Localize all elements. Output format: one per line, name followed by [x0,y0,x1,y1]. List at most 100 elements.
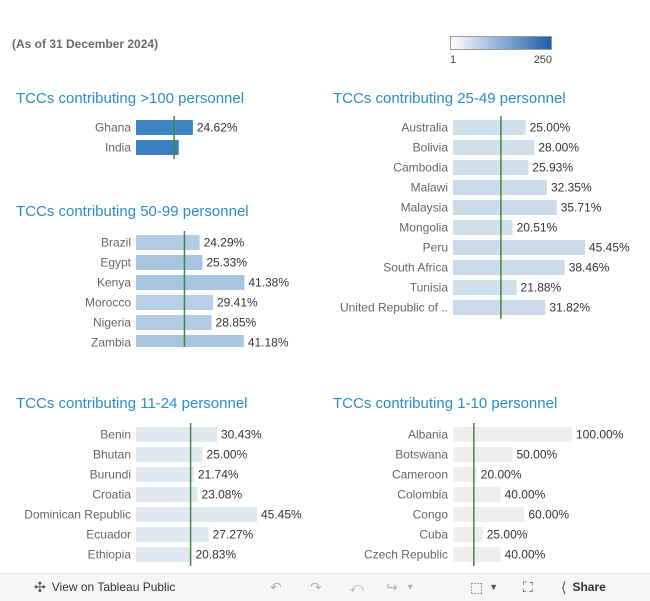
view-on-tableau-button[interactable]: ✣ View on Tableau Public [34,580,175,594]
panel-11-24: TCCs contributing 11-24 personnel Benin 3… [16,395,316,567]
undo-button[interactable]: ↶ [270,580,282,594]
value-label: 30.43% [221,428,262,442]
bar[interactable] [136,487,198,502]
category-label: Burundi [90,468,131,482]
tableau-logo-icon: ✣ [34,579,46,595]
fullscreen-button[interactable]: ⛶ [523,580,533,594]
forward-button[interactable]: ↪ ▼ [386,580,415,594]
value-label: 20.51% [517,221,558,235]
bar[interactable] [453,487,501,502]
category-label: Morocco [85,296,131,310]
value-label: 45.45% [589,241,630,255]
download-button[interactable]: ⬚ ▼ [470,580,498,594]
bar[interactable] [453,120,526,135]
panel-25-49: TCCs contributing 25-49 personnel Austra… [333,90,650,320]
bar[interactable] [136,335,244,347]
category-label: Cameroon [392,468,448,482]
category-label: Malaysia [401,201,449,215]
bar[interactable] [453,427,572,442]
bar[interactable] [453,547,501,562]
tableau-toolbar: ✣ View on Tableau Public ↶ ↷ ⤺ ↪ ▼ ⬚ ▼ ⛶… [0,573,650,601]
category-label: Ethiopia [88,548,132,562]
bar[interactable] [453,447,513,462]
value-label: 28.85% [216,316,257,330]
value-label: 25.00% [207,448,248,462]
redo-icon: ↷ [310,579,322,595]
bar[interactable] [136,527,209,542]
bar[interactable] [453,140,535,155]
bar[interactable] [136,255,203,270]
redo-button[interactable]: ↷ [310,580,322,594]
category-label: Kenya [97,276,131,290]
category-label: Croatia [92,488,131,502]
category-label: Brazil [101,236,131,250]
bar[interactable] [453,507,525,522]
category-label: Congo [413,508,449,522]
value-label: 31.82% [549,301,590,315]
bar[interactable] [136,507,257,522]
bar[interactable] [136,275,245,290]
bar[interactable] [453,200,557,215]
legend-max-label: 250 [533,54,552,66]
category-label: Bhutan [93,448,131,462]
value-label: 32.35% [551,181,592,195]
bar[interactable] [453,180,547,195]
value-label: 41.18% [248,336,289,348]
bar[interactable] [136,467,194,482]
panel-title: TCCs contributing 50-99 personnel [16,203,249,220]
category-label: Benin [100,428,131,442]
value-label: 21.74% [198,468,239,482]
bar[interactable] [136,140,179,155]
value-label: 50.00% [517,448,558,462]
revert-button[interactable]: ⤺ [349,580,364,594]
bar[interactable] [136,447,203,462]
value-label: 41.38% [248,276,289,290]
download-icon: ⬚ [470,579,484,595]
bar[interactable] [453,527,483,542]
value-label: 25.33% [206,256,247,270]
category-label: Cuba [419,528,448,542]
forward-icon: ↪ [386,579,398,595]
bar[interactable] [453,280,517,295]
value-label: 38.46% [569,261,610,275]
panel-title: TCCs contributing 11-24 personnel [16,395,248,412]
value-label: 60.00% [528,508,569,522]
bar[interactable] [136,547,192,562]
bar[interactable] [136,427,218,442]
value-label: 45.45% [261,508,302,522]
bar[interactable] [453,467,477,482]
bar[interactable] [453,300,546,315]
category-label: Dominican Republic [24,508,131,522]
fullscreen-icon: ⛶ [523,579,533,595]
chevron-down-icon: ▼ [405,582,415,592]
value-label: 28.00% [538,141,579,155]
share-icon: ⟨ [561,579,567,595]
bar[interactable] [136,235,200,250]
panel-over-100: TCCs contributing >100 personnel Ghana 24… [16,90,316,190]
panel-title: TCCs contributing 25-49 personnel [333,90,566,107]
color-legend-gradient [450,36,552,50]
bar[interactable] [136,315,212,330]
bar[interactable] [453,240,585,255]
bar[interactable] [453,220,513,235]
category-label: Colombia [397,488,448,502]
value-label: 29.41% [217,296,258,310]
category-label: Egypt [100,256,131,270]
value-label: 40.00% [505,488,546,502]
share-button[interactable]: ⟨ Share [561,580,606,594]
chevron-down-icon: ▼ [489,582,499,592]
value-label: 27.27% [213,528,254,542]
category-label: Peru [423,241,448,255]
value-label: 24.62% [197,121,238,135]
value-label: 20.00% [481,468,522,482]
color-legend: 1 250 [450,36,552,70]
bar[interactable] [136,120,193,135]
subtitle: (As of 31 December 2024) [12,37,159,51]
bar[interactable] [453,160,529,175]
value-label: 100.00% [576,428,624,442]
value-label: 25.93% [532,161,573,175]
revert-icon: ⤺ [349,579,364,595]
bar[interactable] [136,295,214,310]
value-label: 40.00% [505,548,546,562]
bar[interactable] [453,260,565,275]
